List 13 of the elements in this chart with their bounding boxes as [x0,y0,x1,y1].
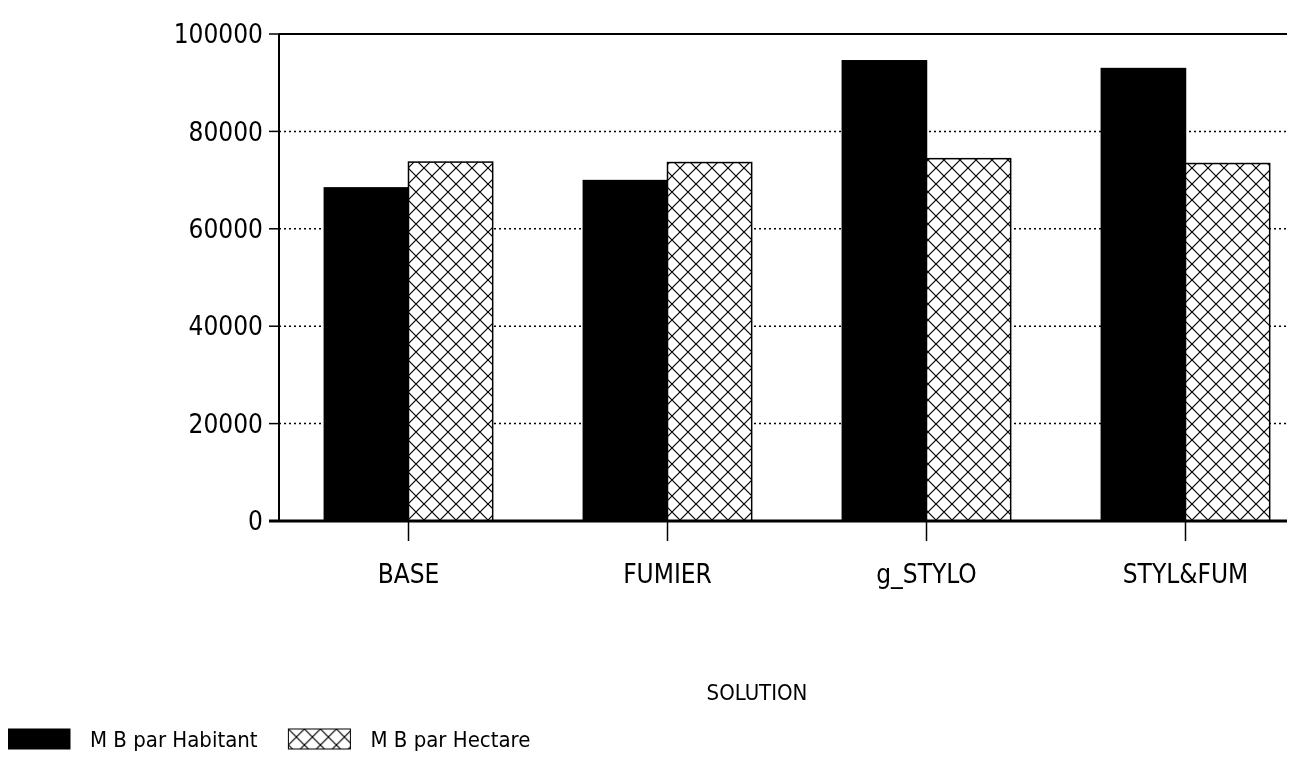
x-tick-label: BASE [377,559,440,589]
x-tick-label: STYL&FUM [1122,559,1249,589]
x-tick-label: g_STYLO [876,559,977,589]
y-tick-label: 100000 [173,19,263,50]
x-axis-title: SOLUTION [706,680,808,705]
y-tick-label: 20000 [188,408,263,439]
legend-label: M B par Hectare [370,727,531,752]
y-tick-label: 0 [248,506,263,537]
y-tick-label: 60000 [188,213,263,244]
legend-label: M B par Habitant [90,727,258,752]
x-tick-label: FUMIER [623,559,712,589]
y-tick-label: 40000 [188,311,263,342]
y-tick-label: 80000 [188,116,263,147]
